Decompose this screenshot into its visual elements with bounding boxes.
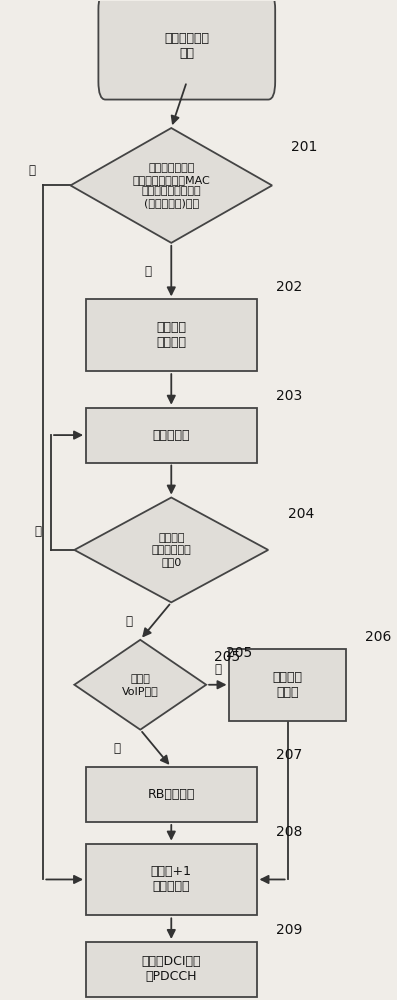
FancyBboxPatch shape (98, 0, 275, 100)
Text: 205: 205 (225, 646, 252, 660)
Text: 否: 否 (35, 525, 41, 538)
Text: 208: 208 (276, 825, 303, 839)
Text: 更新平均
传输速率: 更新平均 传输速率 (156, 321, 186, 349)
Text: 下行动态调度
开始: 下行动态调度 开始 (164, 32, 209, 60)
Text: 记录参数
并激活: 记录参数 并激活 (273, 671, 303, 699)
Polygon shape (74, 498, 268, 602)
Bar (86, 844, 256, 915)
Text: 选择传输流: 选择传输流 (152, 429, 190, 442)
Text: 204: 204 (287, 507, 314, 521)
Polygon shape (74, 640, 206, 730)
Text: 202: 202 (276, 280, 302, 294)
Bar (229, 649, 346, 721)
Bar (86, 767, 256, 822)
Text: 当前基站中是否
有注册用户且判定MAC
实体中调度是否已有
(或者初始化)配置: 当前基站中是否 有注册用户且判定MAC 实体中调度是否已有 (或者初始化)配置 (133, 163, 210, 208)
Bar (86, 408, 256, 463)
Text: 将下行DCI映射
至PDCCH: 将下行DCI映射 至PDCCH (142, 955, 201, 983)
Text: RB资源分配: RB资源分配 (148, 788, 195, 801)
Text: 205: 205 (214, 650, 240, 664)
Text: 206: 206 (365, 630, 391, 644)
Text: 否: 否 (29, 164, 36, 177)
Text: 是: 是 (125, 615, 133, 628)
Text: 209: 209 (276, 923, 303, 937)
Text: 将被调度
的流的数据量
不为0: 将被调度 的流的数据量 不为0 (151, 533, 191, 567)
Bar (86, 299, 256, 371)
Text: 203: 203 (276, 389, 302, 403)
Text: 201: 201 (291, 140, 318, 154)
Text: 是: 是 (145, 265, 152, 278)
Bar (86, 942, 256, 997)
Text: 207: 207 (276, 748, 302, 762)
Polygon shape (71, 128, 272, 243)
Text: 计数器+1
且调度结束: 计数器+1 且调度结束 (151, 865, 192, 893)
Text: 是: 是 (214, 663, 221, 676)
Text: 是否为
VoIP数据: 是否为 VoIP数据 (122, 674, 159, 696)
Text: 否: 否 (114, 742, 121, 755)
